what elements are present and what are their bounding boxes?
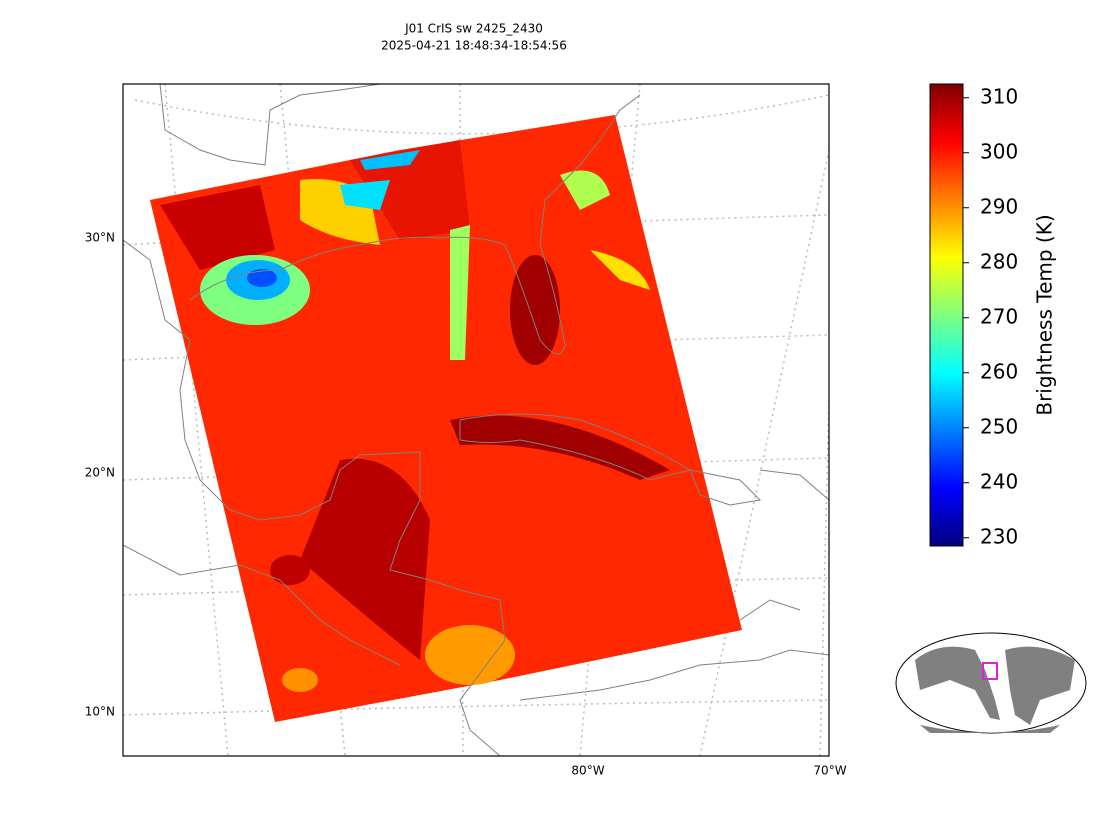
colorbar — [929, 83, 964, 547]
lat-label: 20°N — [85, 466, 115, 480]
colorbar-tick-label: 310 — [980, 84, 1018, 108]
colorbar-tick-label: 280 — [980, 249, 1018, 273]
lon-label: 80°W — [571, 764, 604, 778]
swath — [150, 115, 742, 722]
subtitle: 2025-04-21 18:48:34-18:54:56 — [381, 39, 567, 53]
coastlines — [123, 84, 829, 756]
colorbar-label: Brightness Temp (K) — [1033, 214, 1057, 415]
inset-globe — [895, 632, 1087, 734]
colorbar-tick-label: 230 — [980, 524, 1018, 548]
lat-label: 10°N — [85, 705, 115, 719]
lon-label: 70°W — [813, 764, 846, 778]
colorbar-tick-label: 250 — [980, 414, 1018, 438]
colorbar-ticks: 230 240 250 260 270 280 290 300 310 — [963, 84, 1018, 548]
map-area — [123, 84, 829, 756]
map-frame — [122, 83, 830, 757]
title: J01 CrIS sw 2425_2430 — [404, 22, 543, 36]
lat-label: 30°N — [85, 231, 115, 245]
map-labels: 30°N 20°N 10°N 80°W 70°W — [85, 231, 847, 778]
colorbar-tick-label: 300 — [980, 139, 1018, 163]
colorbar-tick-label: 240 — [980, 469, 1018, 493]
colorbar-tick-label: 260 — [980, 359, 1018, 383]
colorbar-tick-label: 290 — [980, 194, 1018, 218]
colorbar-tick-label: 270 — [980, 304, 1018, 328]
